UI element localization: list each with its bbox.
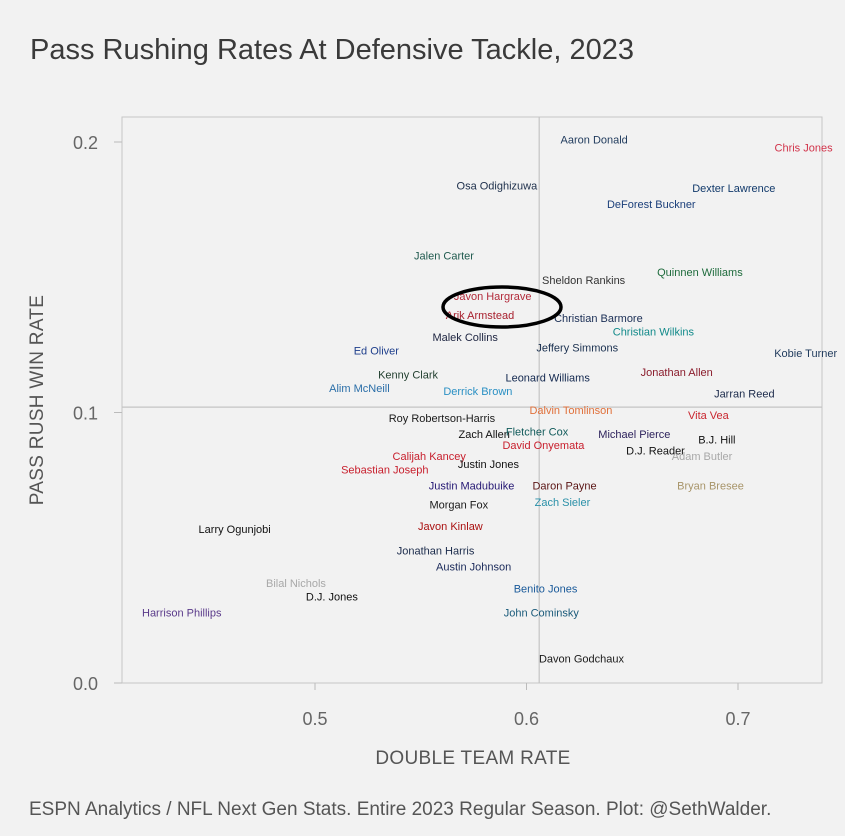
data-point-label: Benito Jones [514, 583, 578, 595]
data-point-label: Justin Madubuike [429, 481, 515, 493]
data-point-label: Harrison Phillips [142, 608, 222, 620]
data-point-label: Davon Godchaux [539, 654, 624, 666]
data-point-label: Daron Payne [532, 481, 596, 493]
data-point-label: Arik Armstead [446, 310, 514, 322]
data-point-label: Jarran Reed [714, 389, 775, 401]
data-point-label: Fletcher Cox [506, 426, 569, 438]
y-tick-label: 0.0 [73, 674, 98, 694]
data-point-label: Ed Oliver [354, 345, 400, 357]
data-point-label: John Cominsky [504, 608, 580, 620]
data-point-label: Javon Kinlaw [418, 521, 483, 533]
data-point-label: DeForest Buckner [607, 199, 696, 211]
data-point-label: Jonathan Harris [397, 545, 475, 557]
data-point-label: Jonathan Allen [641, 367, 713, 379]
axis-ticks: 0.5 0.6 0.7 0.0 0.1 0.2 [73, 133, 751, 729]
data-point-label: Larry Ogunjobi [199, 524, 271, 536]
highlight-ellipse [441, 285, 563, 329]
data-point-label: Chris Jones [775, 142, 834, 154]
data-point-label: Sheldon Rankins [542, 275, 626, 287]
data-point-label: Javon Hargrave [454, 291, 532, 303]
data-point-label: Bryan Bresee [677, 481, 744, 493]
data-point-label: Leonard Williams [505, 372, 590, 384]
chart-title: Pass Rushing Rates At Defensive Tackle, … [30, 34, 634, 66]
data-point-label: Kobie Turner [774, 348, 837, 360]
x-tick-label: 0.7 [725, 709, 750, 729]
data-point-label: Adam Butler [672, 451, 733, 463]
data-point-label: Zach Allen [459, 429, 510, 441]
data-point-label: Michael Pierce [598, 429, 670, 441]
data-point-label: Christian Wilkins [613, 326, 695, 338]
y-tick-label: 0.2 [73, 133, 98, 153]
data-point-label: Jeffery Simmons [536, 343, 618, 355]
data-point-label: Derrick Brown [443, 386, 512, 398]
data-point-label: Kenny Clark [378, 370, 438, 382]
data-point-label: Quinnen Williams [657, 267, 743, 279]
data-points: Aaron Donald Chris Jones Osa Odighizuwa Dex… [142, 134, 837, 665]
data-point-label: Morgan Fox [429, 499, 488, 511]
data-point-label: Vita Vea [688, 410, 730, 422]
x-axis-label: DOUBLE TEAM RATE [375, 748, 570, 769]
data-point-label: Zach Sieler [535, 497, 591, 509]
y-axis-label: PASS RUSH WIN RATE [27, 295, 48, 506]
x-tick-label: 0.6 [514, 709, 539, 729]
data-point-label: Dalvin Tomlinson [529, 405, 612, 417]
data-point-label: Bilal Nichols [266, 578, 326, 590]
data-point-label: Osa Odighizuwa [457, 180, 539, 192]
data-point-label: Christian Barmore [554, 313, 643, 325]
data-point-label: Roy Robertson-Harris [389, 413, 496, 425]
data-point-label: Austin Johnson [436, 562, 511, 574]
x-tick-label: 0.5 [302, 709, 327, 729]
data-point-label: Malek Collins [432, 332, 498, 344]
source-caption: ESPN Analytics / NFL Next Gen Stats. Ent… [29, 799, 772, 820]
data-point-label: Sebastian Joseph [341, 464, 428, 476]
reference-lines [122, 117, 822, 683]
data-point-label: Jalen Carter [414, 251, 474, 263]
data-point-label: D.J. Jones [306, 591, 358, 603]
data-point-label: D.J. Reader [626, 445, 685, 457]
y-tick-label: 0.1 [73, 404, 98, 424]
data-point-label: Aaron Donald [561, 134, 628, 146]
data-point-label: Justin Jones [458, 459, 520, 471]
data-point-label: Dexter Lawrence [692, 183, 775, 195]
plot-area [121, 116, 823, 684]
data-point-label: B.J. Hill [698, 435, 735, 447]
data-point-label: Calijah Kancey [393, 451, 467, 463]
data-point-label: Alim McNeill [329, 383, 390, 395]
data-point-label: David Onyemata [502, 440, 585, 452]
